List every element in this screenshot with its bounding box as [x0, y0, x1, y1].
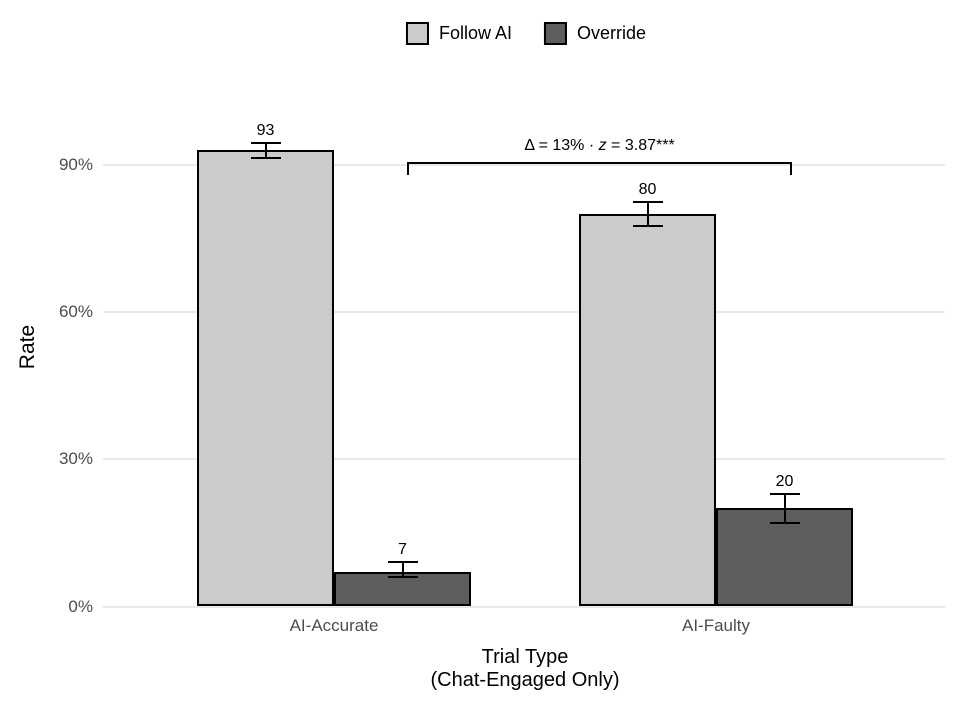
x-tick-label: AI-Faulty — [681, 616, 751, 635]
y-axis-title: Rate — [16, 324, 39, 370]
error-bar-line — [646, 201, 649, 227]
error-bar-cap-top — [769, 492, 800, 495]
error-bar-cap-top — [387, 561, 418, 564]
legend-label-follow-ai: Follow AI — [438, 23, 512, 43]
bar-value-label: 20 — [775, 472, 794, 490]
legend: Follow AI Override — [405, 22, 647, 45]
annotation-stat: = 3.87*** — [606, 137, 675, 154]
error-bar-cap-top — [632, 200, 663, 203]
bar-follow-ai-ai-accurate — [197, 150, 334, 607]
gridline-30% — [103, 458, 945, 461]
bar-value-label: 80 — [638, 180, 657, 198]
x-axis-title: Trial Type (Chat-Engaged Only) — [345, 646, 705, 692]
error-bar-line — [401, 562, 404, 578]
follow-ai-swatch-icon — [405, 22, 429, 45]
error-bar-cap-bottom — [632, 225, 663, 228]
significance-annotation: Δ = 13% · z = 3.87*** — [407, 137, 792, 155]
y-tick-label: 60% — [58, 302, 93, 322]
override-swatch-icon — [544, 22, 567, 45]
error-bar-cap-bottom — [769, 522, 800, 525]
gridline-60% — [103, 311, 945, 314]
error-bar-line — [264, 142, 267, 158]
annotation-z: z — [598, 137, 607, 154]
legend-label-override: Override — [577, 23, 647, 43]
y-tick-label: 30% — [58, 449, 93, 469]
significance-bracket — [407, 162, 792, 175]
gridline-90% — [103, 164, 945, 166]
error-bar-line — [783, 493, 786, 524]
bar-value-label: 93 — [256, 121, 275, 139]
error-bar-cap-bottom — [250, 156, 281, 159]
gridline-0% — [103, 605, 945, 608]
x-tick-label: AI-Accurate — [289, 616, 379, 635]
bar-value-label: 7 — [398, 541, 407, 559]
y-tick-label: 90% — [58, 155, 93, 174]
error-bar-cap-top — [250, 141, 281, 144]
bar-override-ai-faulty — [716, 508, 853, 607]
annotation-delta: Δ = 13% · — [524, 137, 599, 154]
x-axis-title-line2: (Chat-Engaged Only) — [430, 669, 620, 691]
y-tick-label: 0% — [68, 596, 93, 616]
x-axis-title-line1: Trial Type — [481, 646, 569, 668]
bar-follow-ai-ai-faulty — [579, 214, 716, 607]
error-bar-cap-bottom — [387, 576, 418, 579]
